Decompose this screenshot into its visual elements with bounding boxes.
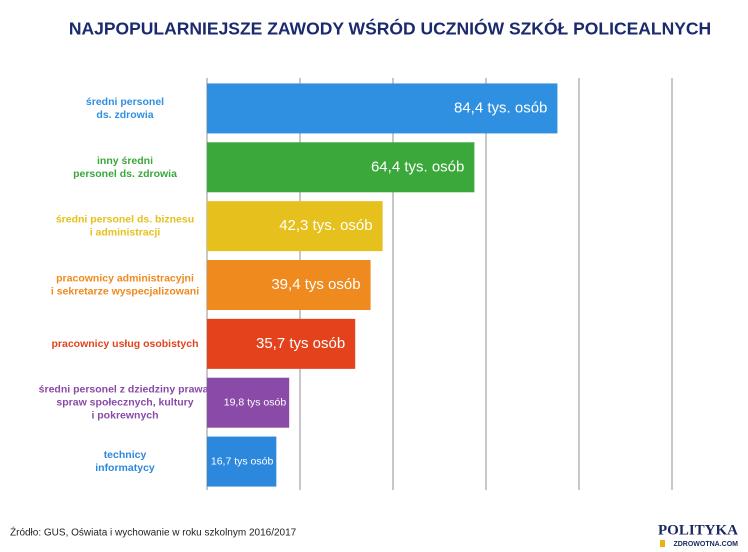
category-label-line: personel ds. zdrowia: [73, 168, 177, 180]
category-label: technicy informatycy: [95, 449, 155, 474]
category-label-line: średni personel ds. biznesu: [56, 213, 194, 225]
category-label-line: informatycy: [95, 462, 155, 474]
bar: [207, 436, 277, 487]
category-label: pracownicy usług osobistych: [51, 338, 198, 350]
logo-sub: ZDROWOTNA.COM: [673, 541, 738, 548]
category-label-line: pracownicy administracyjni: [56, 272, 194, 284]
category-label-line: i administracji: [90, 226, 161, 238]
value-label: 19,8 tys osób: [224, 396, 287, 408]
bar: [207, 318, 356, 369]
category-label-line: i sekretarze wyspecjalizowani: [51, 285, 199, 297]
chart-title: NAJPOPULARNIEJSZE ZAWODY WŚRÓD UCZNIÓW S…: [69, 18, 711, 39]
category-label-line: średni personel z dziedziny prawa,: [39, 383, 212, 395]
bar: [207, 260, 371, 310]
bar: [207, 83, 558, 134]
category-label-line: ds. zdrowia: [96, 109, 153, 121]
category-label-line: i pokrewnych: [91, 409, 158, 421]
bar: [207, 377, 290, 428]
bar: [207, 201, 383, 252]
category-label-line: technicy: [104, 449, 147, 461]
category-label: pracownicy administracyjni i sekretarze w…: [51, 272, 199, 297]
source: Źródło: GUS, Oświata i wychowanie w roku…: [10, 526, 297, 539]
category-label-line: średni personel: [86, 96, 164, 108]
value-label: 42,3 tys. osób: [279, 217, 372, 234]
value-label: 64,4 tys. osób: [371, 158, 464, 175]
category-label: średni personel ds. biznesu i administrac…: [56, 213, 194, 238]
value-label: 35,7 tys osób: [256, 335, 345, 352]
logo-name: POLITYKA: [658, 522, 738, 538]
category-label-line: pracownicy usług osobistych: [51, 338, 198, 350]
logo-mark: [660, 540, 665, 547]
category-label-line: spraw społecznych, kultury: [56, 396, 193, 408]
category-label-line: inny średni: [97, 155, 153, 167]
value-label: 16,7 tys osób: [211, 455, 274, 467]
value-label: 39,4 tys osób: [271, 276, 360, 293]
category-label: średni personel z dziedziny prawa, spraw …: [39, 383, 212, 421]
value-label: 84,4 tys. osób: [454, 99, 547, 116]
bar: [207, 142, 475, 193]
category-label: inny średni personel ds. zdrowia: [73, 155, 177, 180]
category-label: średni personel ds. zdrowia: [86, 96, 164, 121]
